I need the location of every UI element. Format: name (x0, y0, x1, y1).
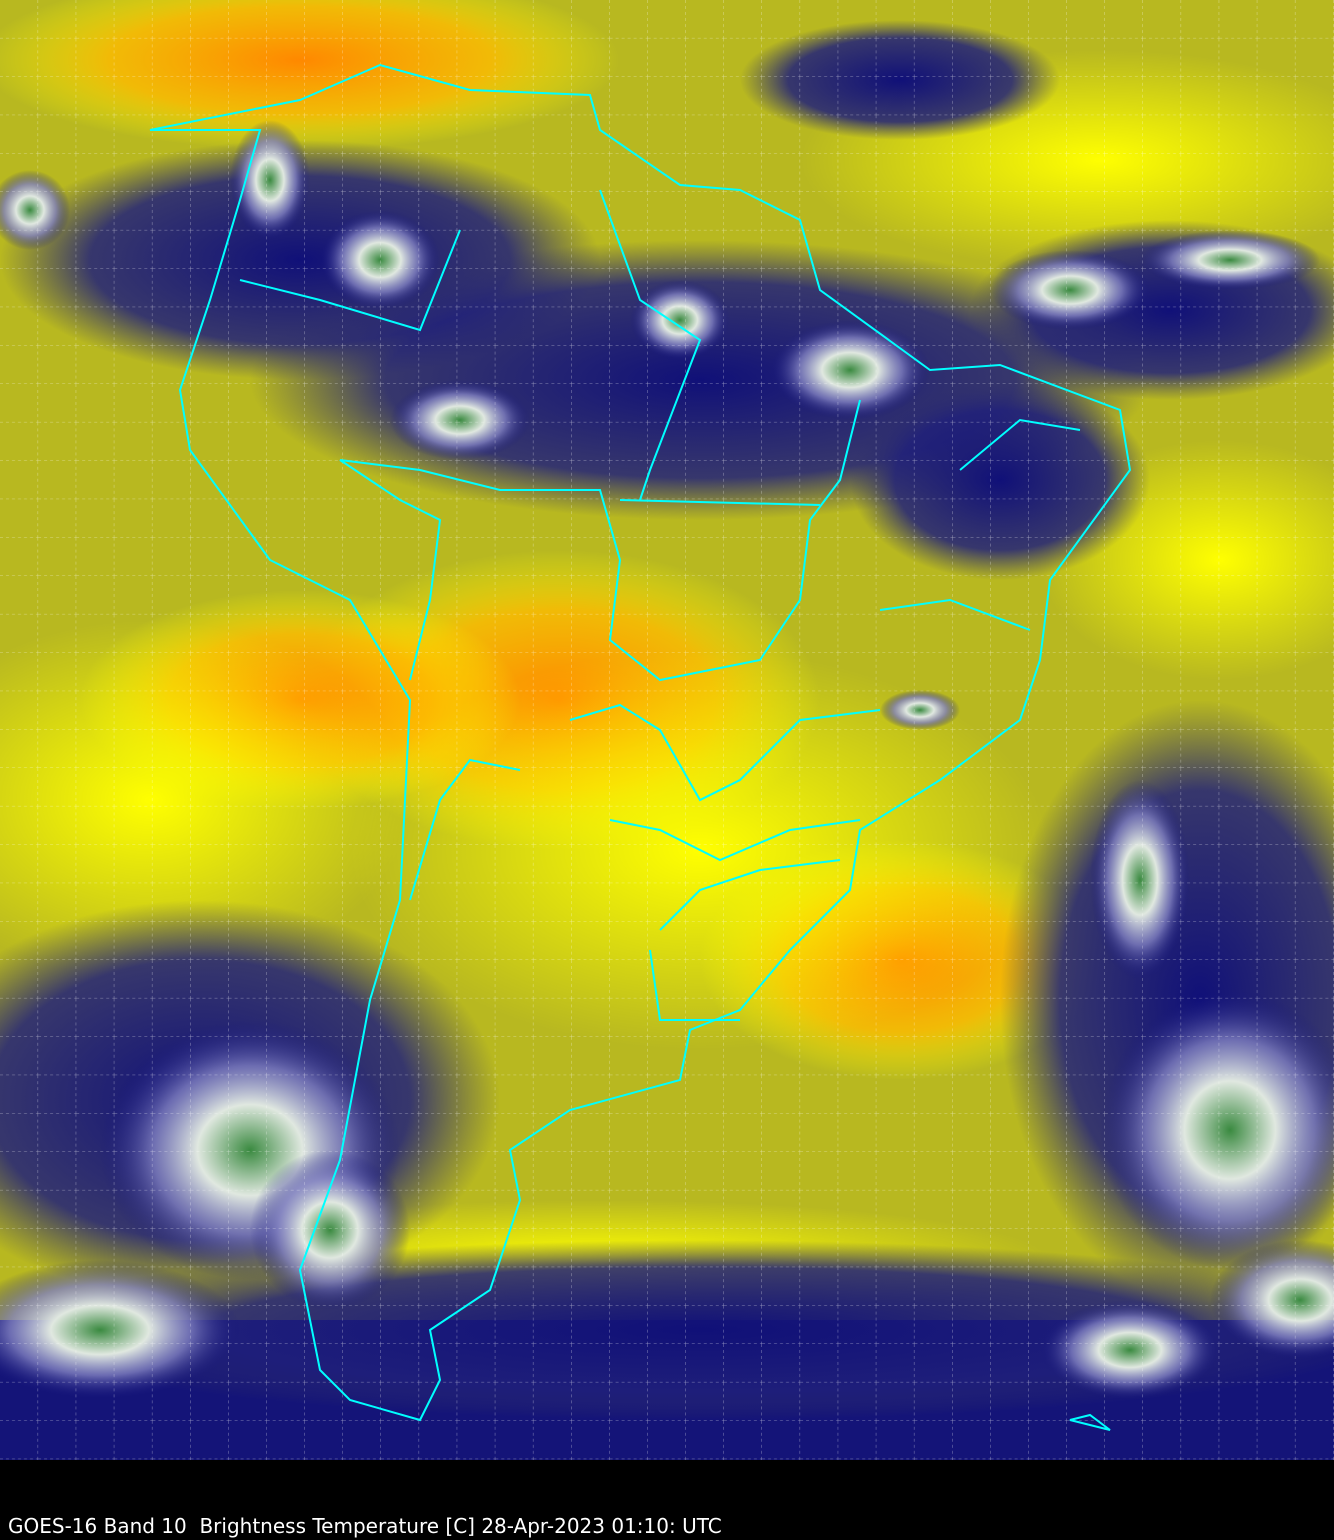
internal-borders (239, 189, 1081, 1021)
lat-lon-grid (0, 0, 1334, 1460)
country-borders (149, 63, 1132, 1431)
image-caption: GOES-16 Band 10 Brightness Temperature [… (8, 1514, 722, 1538)
south-america-coastline (149, 63, 1132, 1422)
falklands (1069, 1413, 1111, 1431)
satellite-image (0, 0, 1334, 1460)
